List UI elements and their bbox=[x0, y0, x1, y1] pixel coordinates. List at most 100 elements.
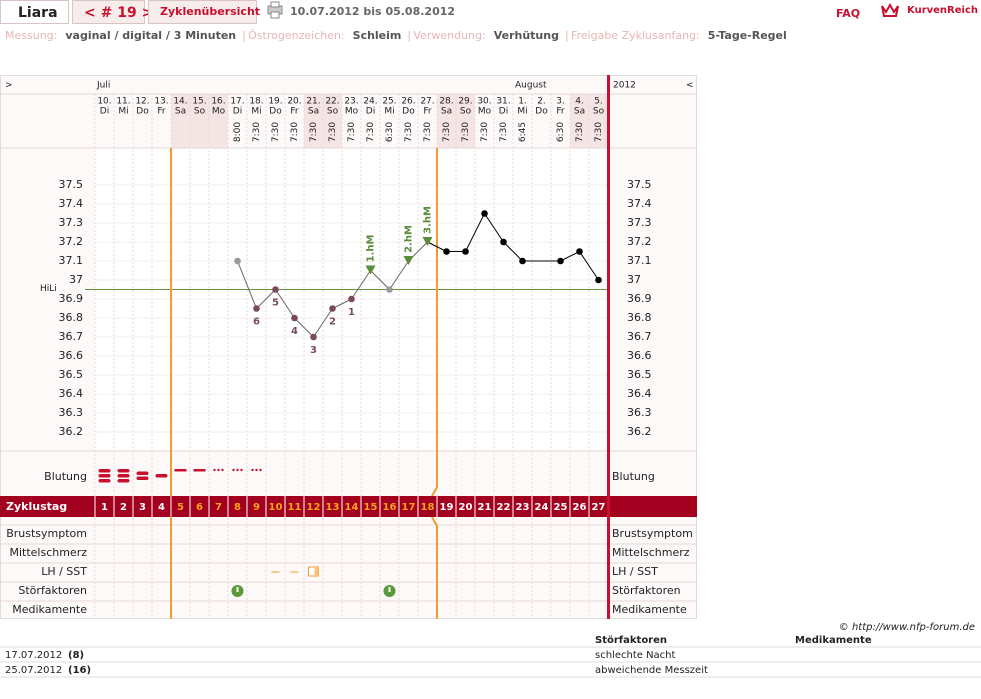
temp-point bbox=[234, 257, 241, 265]
temp-point bbox=[291, 314, 298, 322]
weekday: Do bbox=[535, 107, 548, 117]
disturbance-icon-mark bbox=[236, 587, 239, 592]
day-number: 2. bbox=[537, 97, 546, 107]
setting-value: vaginal / digital / 3 Minuten bbox=[65, 29, 236, 42]
temp-segment bbox=[389, 260, 409, 290]
cycle-day: 6 bbox=[196, 502, 203, 513]
entry-day: (16) bbox=[68, 665, 91, 676]
setting-value: Verhütung bbox=[494, 29, 559, 42]
y-tick-label: 37.4 bbox=[59, 197, 84, 210]
print-icon[interactable] bbox=[267, 1, 283, 19]
measure-time: 7:30 bbox=[499, 122, 509, 142]
weekday: Fr bbox=[290, 107, 299, 117]
bleeding-dot bbox=[213, 468, 216, 472]
entry-date: 17.07.2012 bbox=[5, 650, 62, 661]
weekday: Sa bbox=[574, 107, 585, 117]
cycle-day: 20 bbox=[459, 502, 473, 513]
temp-segment bbox=[351, 270, 371, 300]
faq-link[interactable]: FAQ bbox=[836, 7, 860, 20]
weekday: Do bbox=[269, 107, 282, 117]
year-divider bbox=[607, 75, 610, 619]
weekday: Do bbox=[402, 107, 415, 117]
cycle-day: 5 bbox=[177, 502, 184, 513]
overview-link[interactable]: Zyklenübersicht bbox=[160, 5, 260, 18]
day-number: 28. bbox=[439, 97, 453, 107]
copyright: © http://www.nfp-forum.de bbox=[839, 622, 975, 633]
y-tick-label: 36.4 bbox=[59, 387, 84, 400]
y-tick-label-right: 37 bbox=[627, 273, 641, 286]
measure-time: 7:30 bbox=[461, 122, 471, 142]
month-label: Juli bbox=[96, 81, 110, 91]
cycle-day: 21 bbox=[478, 502, 492, 513]
temp-point bbox=[253, 305, 260, 312]
y-tick-label-right: 36.5 bbox=[627, 368, 652, 381]
weekend-shade bbox=[323, 94, 342, 148]
y-tick-label-right: 36.8 bbox=[627, 311, 652, 324]
cycle-day: 24 bbox=[535, 502, 549, 513]
temp-segment bbox=[427, 241, 447, 252]
entry-note: abweichende Messzeit bbox=[595, 665, 708, 676]
overview-tab[interactable] bbox=[148, 0, 257, 24]
temp-segment bbox=[332, 298, 352, 309]
cycle-day-bar bbox=[0, 496, 697, 517]
cycle-day: 22 bbox=[497, 502, 511, 513]
nav-left: > bbox=[5, 81, 13, 91]
cycle-day: 16 bbox=[383, 502, 397, 513]
day-number: 13. bbox=[154, 97, 168, 107]
day-number: 23. bbox=[344, 97, 358, 107]
cycle-day: 1 bbox=[101, 502, 108, 513]
row-label-right: Blutung bbox=[612, 470, 655, 483]
y-tick-label-right: 36.3 bbox=[627, 406, 652, 419]
low-label: 6 bbox=[253, 317, 260, 328]
temp-segment bbox=[275, 289, 295, 319]
measure-time: 7:30 bbox=[309, 122, 319, 142]
cycle-tab[interactable] bbox=[72, 0, 145, 24]
day-number: 29. bbox=[458, 97, 472, 107]
temp-segment bbox=[465, 213, 485, 252]
measure-time: 6:30 bbox=[385, 122, 395, 142]
temp-segment bbox=[294, 317, 314, 338]
y-tick-label: 37.5 bbox=[59, 178, 84, 191]
bleeding-dot bbox=[232, 468, 235, 472]
temp-segment bbox=[503, 241, 523, 262]
measure-time: 7:30 bbox=[594, 122, 604, 142]
measure-time: 7:30 bbox=[347, 122, 357, 142]
separator-bar: | bbox=[407, 29, 411, 42]
footer-column: Medikamente bbox=[795, 635, 872, 646]
temp-segment bbox=[256, 289, 276, 309]
row-label-right: Störfaktoren bbox=[612, 584, 681, 597]
weekday: Sa bbox=[441, 107, 452, 117]
measure-time: 7:30 bbox=[252, 122, 262, 142]
row-label: Mittelschmerz bbox=[9, 546, 87, 559]
day-number: 24. bbox=[363, 97, 377, 107]
y-tick-label-right: 36.9 bbox=[627, 292, 652, 305]
hm-label: 1.hM bbox=[366, 235, 377, 263]
entry-date: 25.07.2012 bbox=[5, 665, 62, 676]
temp-segment bbox=[484, 213, 504, 243]
weekend-shade bbox=[304, 94, 323, 148]
bleeding-mark bbox=[174, 469, 187, 472]
cycle-nav[interactable]: < # 19 > bbox=[84, 5, 153, 21]
day-number: 25. bbox=[382, 97, 396, 107]
temp-point bbox=[310, 333, 317, 341]
temp-point bbox=[329, 305, 336, 312]
bleeding-mark bbox=[136, 471, 149, 475]
temp-point bbox=[576, 248, 583, 255]
row-label-right: Mittelschmerz bbox=[612, 546, 690, 559]
day-number: 4. bbox=[575, 97, 584, 107]
bleeding-mark bbox=[98, 469, 111, 473]
day-number: 11. bbox=[116, 97, 130, 107]
weekday: Fr bbox=[556, 107, 565, 117]
cycle-day: 25 bbox=[554, 502, 568, 513]
brand-logo[interactable] bbox=[881, 2, 899, 17]
weekday: Mo bbox=[212, 107, 226, 117]
cycle-day: 11 bbox=[288, 502, 302, 513]
weekday: Mo bbox=[345, 107, 359, 117]
temp-point bbox=[519, 257, 526, 265]
weekend-shade bbox=[209, 94, 228, 148]
brand-name[interactable]: KurvenReich bbox=[907, 5, 978, 16]
temp-point bbox=[272, 286, 279, 293]
setting-value: 5-Tage-Regel bbox=[708, 29, 787, 42]
hili-label: HiLi bbox=[40, 284, 57, 294]
